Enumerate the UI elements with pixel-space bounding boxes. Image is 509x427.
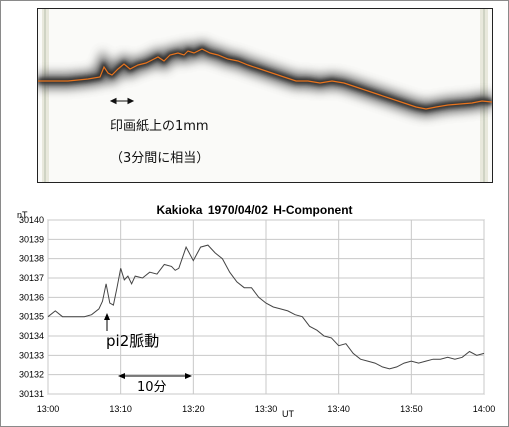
- x-tick-label: 13:00: [37, 404, 60, 414]
- x-tick-label: 13:20: [182, 404, 205, 414]
- y-tick-label: 30135: [19, 312, 44, 322]
- magnetogram-trace: [38, 9, 492, 182]
- x-tick-label: 13:10: [109, 404, 132, 414]
- y-tick-label: 30131: [19, 389, 44, 399]
- photo-caption-equivalent: （3分間に相当）: [110, 151, 210, 166]
- pulse-arrow: [104, 313, 110, 331]
- scale-double-arrow: [109, 97, 135, 105]
- magnetogram-photo: 印画紙上の1mm （3分間に相当）: [37, 8, 493, 183]
- photo-trace-line: [38, 48, 492, 110]
- photo-caption-scale: 印画紙上の1mm: [110, 119, 209, 134]
- y-tick-label: 30132: [19, 370, 44, 380]
- series-line-h-component: [47, 244, 485, 370]
- y-tick-label: 30137: [19, 273, 44, 283]
- x-tick-label: 13:40: [327, 404, 350, 414]
- ten-minute-span-arrow: [118, 373, 192, 379]
- x-tick-label: 13:50: [400, 404, 423, 414]
- x-axis-label: UT: [282, 409, 294, 419]
- y-tick-label: 30134: [19, 331, 44, 341]
- x-tick-label: 14:00: [473, 404, 496, 414]
- chart-title: Kakioka 1970/04/02 H-Component: [156, 203, 353, 217]
- y-tick-label: 30133: [19, 350, 44, 360]
- pulse-label: pi2脈動: [106, 332, 160, 350]
- y-axis-unit: nT: [17, 210, 28, 220]
- y-tick-label: 30138: [19, 254, 44, 264]
- y-tick-label: 30140: [19, 215, 44, 225]
- y-tick-label: 30136: [19, 292, 44, 302]
- y-tick-label: 30139: [19, 234, 44, 244]
- span-label: 10分: [137, 380, 167, 395]
- x-tick-label: 13:30: [255, 404, 278, 414]
